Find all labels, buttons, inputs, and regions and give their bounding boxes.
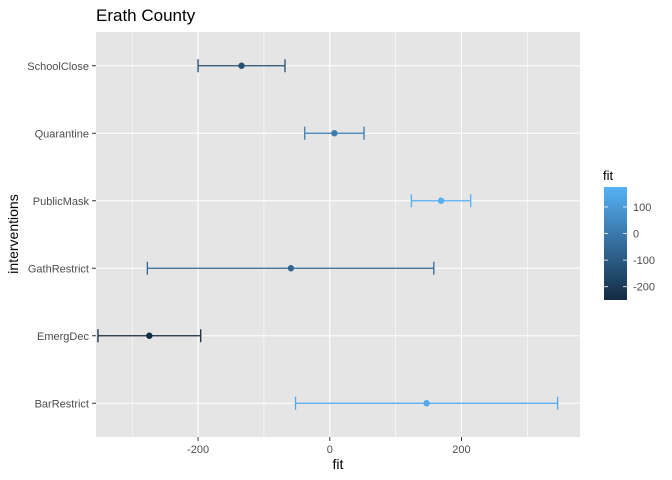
y-tick-label: GathRestrict bbox=[28, 263, 89, 275]
chart-title: Erath County bbox=[96, 6, 196, 25]
errorbar-group bbox=[410, 194, 472, 208]
y-tick-label: SchoolClose bbox=[27, 61, 89, 73]
data-point bbox=[238, 62, 245, 69]
y-axis-title: interventions bbox=[5, 194, 21, 273]
legend-colorbar bbox=[604, 187, 627, 300]
data-point bbox=[437, 197, 445, 204]
grid bbox=[96, 32, 580, 437]
y-tick-label: Quarantine bbox=[35, 128, 89, 140]
data-point bbox=[146, 332, 153, 339]
data-point bbox=[331, 130, 338, 137]
errorbar-group bbox=[197, 59, 286, 73]
data-point bbox=[287, 265, 295, 272]
data-point bbox=[423, 400, 430, 407]
data-marks bbox=[97, 59, 559, 410]
x-axis-title: fit bbox=[333, 456, 344, 472]
x-tick-label: -200 bbox=[187, 444, 209, 456]
y-tick-label: PublicMask bbox=[33, 196, 90, 208]
errorbar-group bbox=[97, 329, 202, 343]
errorbar-group bbox=[304, 126, 365, 140]
legend-tick-label: -100 bbox=[633, 255, 655, 267]
legend-tick-label: 0 bbox=[633, 229, 639, 241]
legend-tick-label: 100 bbox=[633, 202, 651, 214]
axes: -200 0 200 BarRestrict EmergDec GathRestrict P… bbox=[27, 61, 470, 456]
y-tick-label: BarRestrict bbox=[35, 398, 89, 410]
y-tick-label: EmergDec bbox=[37, 331, 89, 343]
legend: fit 100 0 -100 -200 bbox=[603, 168, 655, 300]
errorbar-group bbox=[294, 396, 559, 410]
legend-tick-label: -200 bbox=[633, 282, 655, 294]
x-tick-label: 200 bbox=[452, 444, 470, 456]
errorbar-group bbox=[146, 261, 435, 275]
legend-title: fit bbox=[603, 168, 614, 183]
x-tick-label: 0 bbox=[327, 444, 333, 456]
plot-panel bbox=[96, 32, 580, 437]
